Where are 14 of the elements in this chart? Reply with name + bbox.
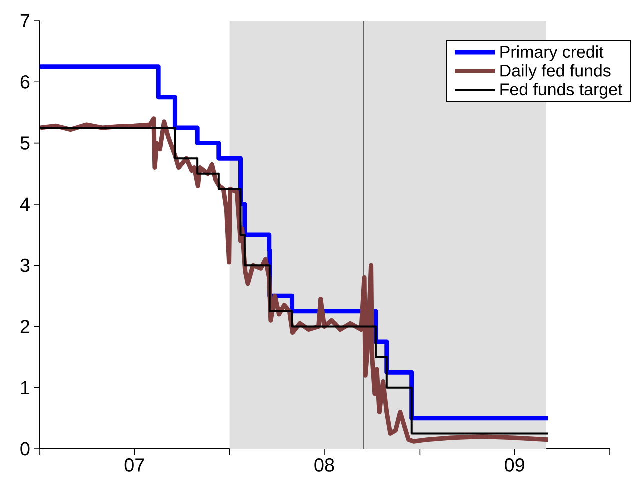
x-tick-label: 09	[505, 458, 524, 472]
x-tick-label: 07	[124, 458, 144, 472]
y-tick-label: 0	[20, 442, 30, 456]
legend-label: Daily fed funds	[500, 64, 611, 80]
y-tick-label: 7	[20, 14, 30, 28]
y-tick-label: 3	[20, 258, 30, 272]
legend-label: Primary credit	[500, 46, 604, 62]
legend-label: Fed funds target	[500, 83, 623, 99]
y-tick-label: 6	[20, 75, 30, 89]
x-tick-label: 08	[314, 458, 334, 472]
y-tick-label: 1	[21, 381, 30, 394]
y-tick-label: 4	[20, 198, 30, 211]
y-tick-label: 5	[20, 136, 30, 150]
y-tick-label: 2	[20, 320, 30, 334]
